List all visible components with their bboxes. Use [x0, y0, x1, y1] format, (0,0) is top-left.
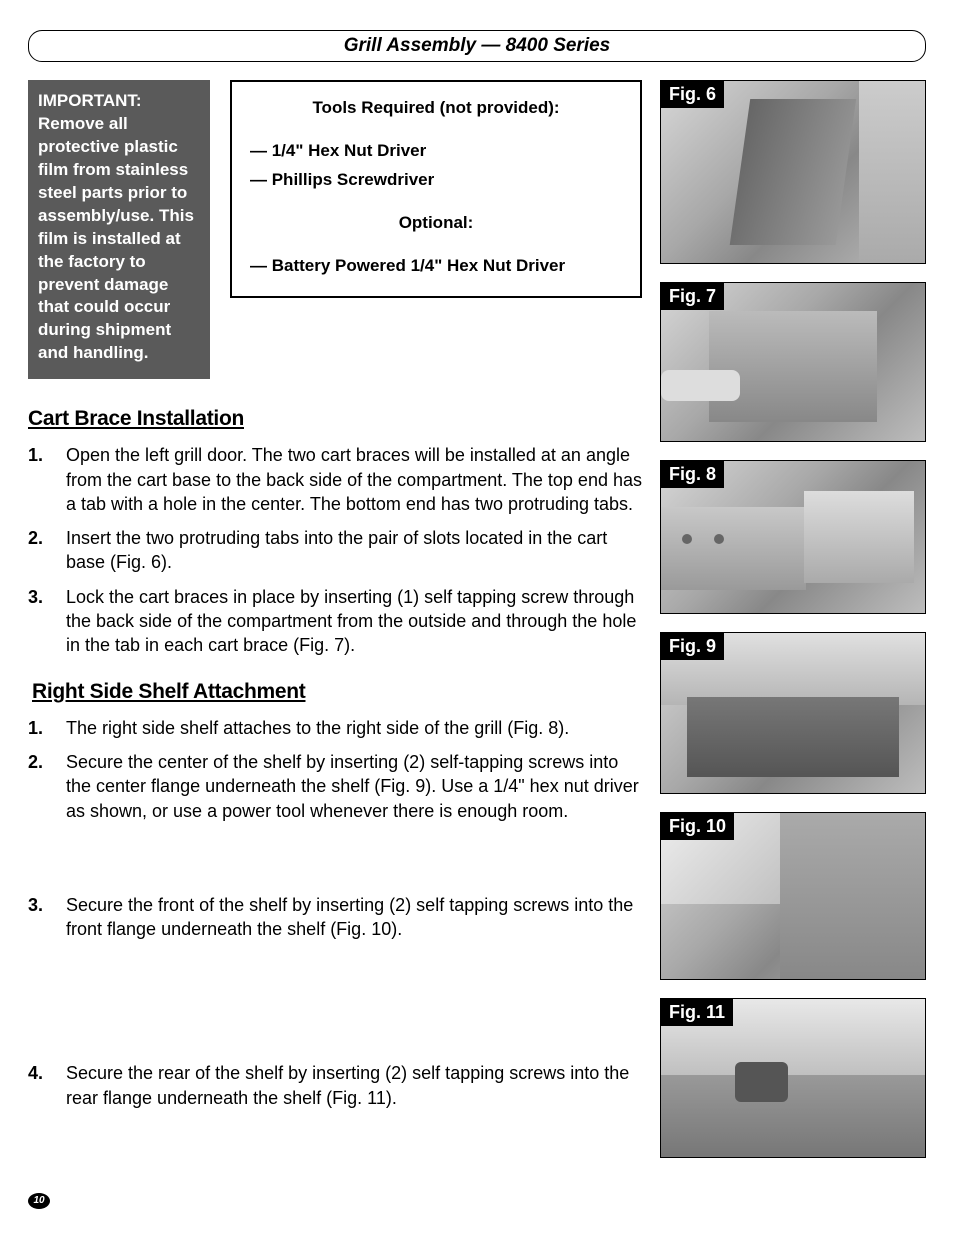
figure-9: Fig. 9 — [660, 632, 926, 794]
figure-8: Fig. 8 — [660, 460, 926, 614]
figure-label: Fig. 7 — [661, 283, 724, 310]
step-text: Secure the front of the shelf by inserti… — [66, 893, 642, 942]
right-shelf-steps: 1. The right side shelf attaches to the … — [28, 716, 642, 1110]
tools-required-box: Tools Required (not provided): — 1/4" He… — [230, 80, 642, 298]
figure-column: Fig. 6 Fig. 7 Fig. 8 Fig. 9 — [660, 80, 926, 1158]
tools-optional-label: Optional: — [250, 209, 622, 238]
step-text: Secure the rear of the shelf by insertin… — [66, 1061, 642, 1110]
important-heading: IMPORTANT: — [38, 91, 142, 110]
figure-label: Fig. 10 — [661, 813, 734, 840]
step-text: The right side shelf attaches to the rig… — [66, 716, 642, 740]
step-number: 1. — [28, 716, 50, 740]
top-box-row: IMPORTANT: Remove all protective plastic… — [28, 80, 642, 379]
figure-6: Fig. 6 — [660, 80, 926, 264]
figure-label: Fig. 6 — [661, 81, 724, 108]
step-item: 1. Open the left grill door. The two car… — [28, 443, 642, 516]
cart-brace-steps: 1. Open the left grill door. The two car… — [28, 443, 642, 657]
tools-item: — 1/4" Hex Nut Driver — [250, 137, 622, 166]
step-text: Open the left grill door. The two cart b… — [66, 443, 642, 516]
figure-10: Fig. 10 — [660, 812, 926, 980]
figure-label: Fig. 11 — [661, 999, 733, 1026]
step-item: 2. Insert the two protruding tabs into t… — [28, 526, 642, 575]
page-header: Grill Assembly — 8400 Series — [28, 30, 926, 62]
step-item: 2. Secure the center of the shelf by ins… — [28, 750, 642, 823]
step-number: 3. — [28, 585, 50, 658]
header-title: Grill Assembly — 8400 Series — [344, 35, 611, 56]
tools-optional-item: — Battery Powered 1/4" Hex Nut Driver — [250, 252, 622, 281]
figure-11: Fig. 11 — [660, 998, 926, 1158]
page-number: 10 — [33, 1195, 44, 1206]
step-number: 2. — [28, 526, 50, 575]
step-item: 1. The right side shelf attaches to the … — [28, 716, 642, 740]
step-number: 1. — [28, 443, 50, 516]
tools-title: Tools Required (not provided): — [250, 94, 622, 123]
tools-item: — Phillips Screwdriver — [250, 166, 622, 195]
step-text: Insert the two protruding tabs into the … — [66, 526, 642, 575]
step-text: Lock the cart braces in place by inserti… — [66, 585, 642, 658]
step-item: 3. Secure the front of the shelf by inse… — [28, 893, 642, 942]
figure-label: Fig. 8 — [661, 461, 724, 488]
step-number: 4. — [28, 1061, 50, 1110]
step-number: 3. — [28, 893, 50, 942]
left-column: IMPORTANT: Remove all protective plastic… — [28, 80, 642, 1158]
page-number-badge: 10 — [28, 1193, 50, 1209]
figure-label: Fig. 9 — [661, 633, 724, 660]
section-right-shelf: Right Side Shelf Attachment 1. The right… — [28, 680, 642, 1110]
figure-image-placeholder — [661, 81, 925, 263]
content-row: IMPORTANT: Remove all protective plastic… — [28, 80, 926, 1158]
step-number: 2. — [28, 750, 50, 823]
important-callout: IMPORTANT: Remove all protective plastic… — [28, 80, 210, 379]
important-body: Remove all protective plastic film from … — [38, 114, 194, 362]
step-text: Secure the center of the shelf by insert… — [66, 750, 642, 823]
step-item: 3. Lock the cart braces in place by inse… — [28, 585, 642, 658]
figure-7: Fig. 7 — [660, 282, 926, 442]
section-heading-right-shelf: Right Side Shelf Attachment — [32, 680, 642, 704]
section-heading-cart-brace: Cart Brace Installation — [28, 407, 642, 431]
step-item: 4. Secure the rear of the shelf by inser… — [28, 1061, 642, 1110]
